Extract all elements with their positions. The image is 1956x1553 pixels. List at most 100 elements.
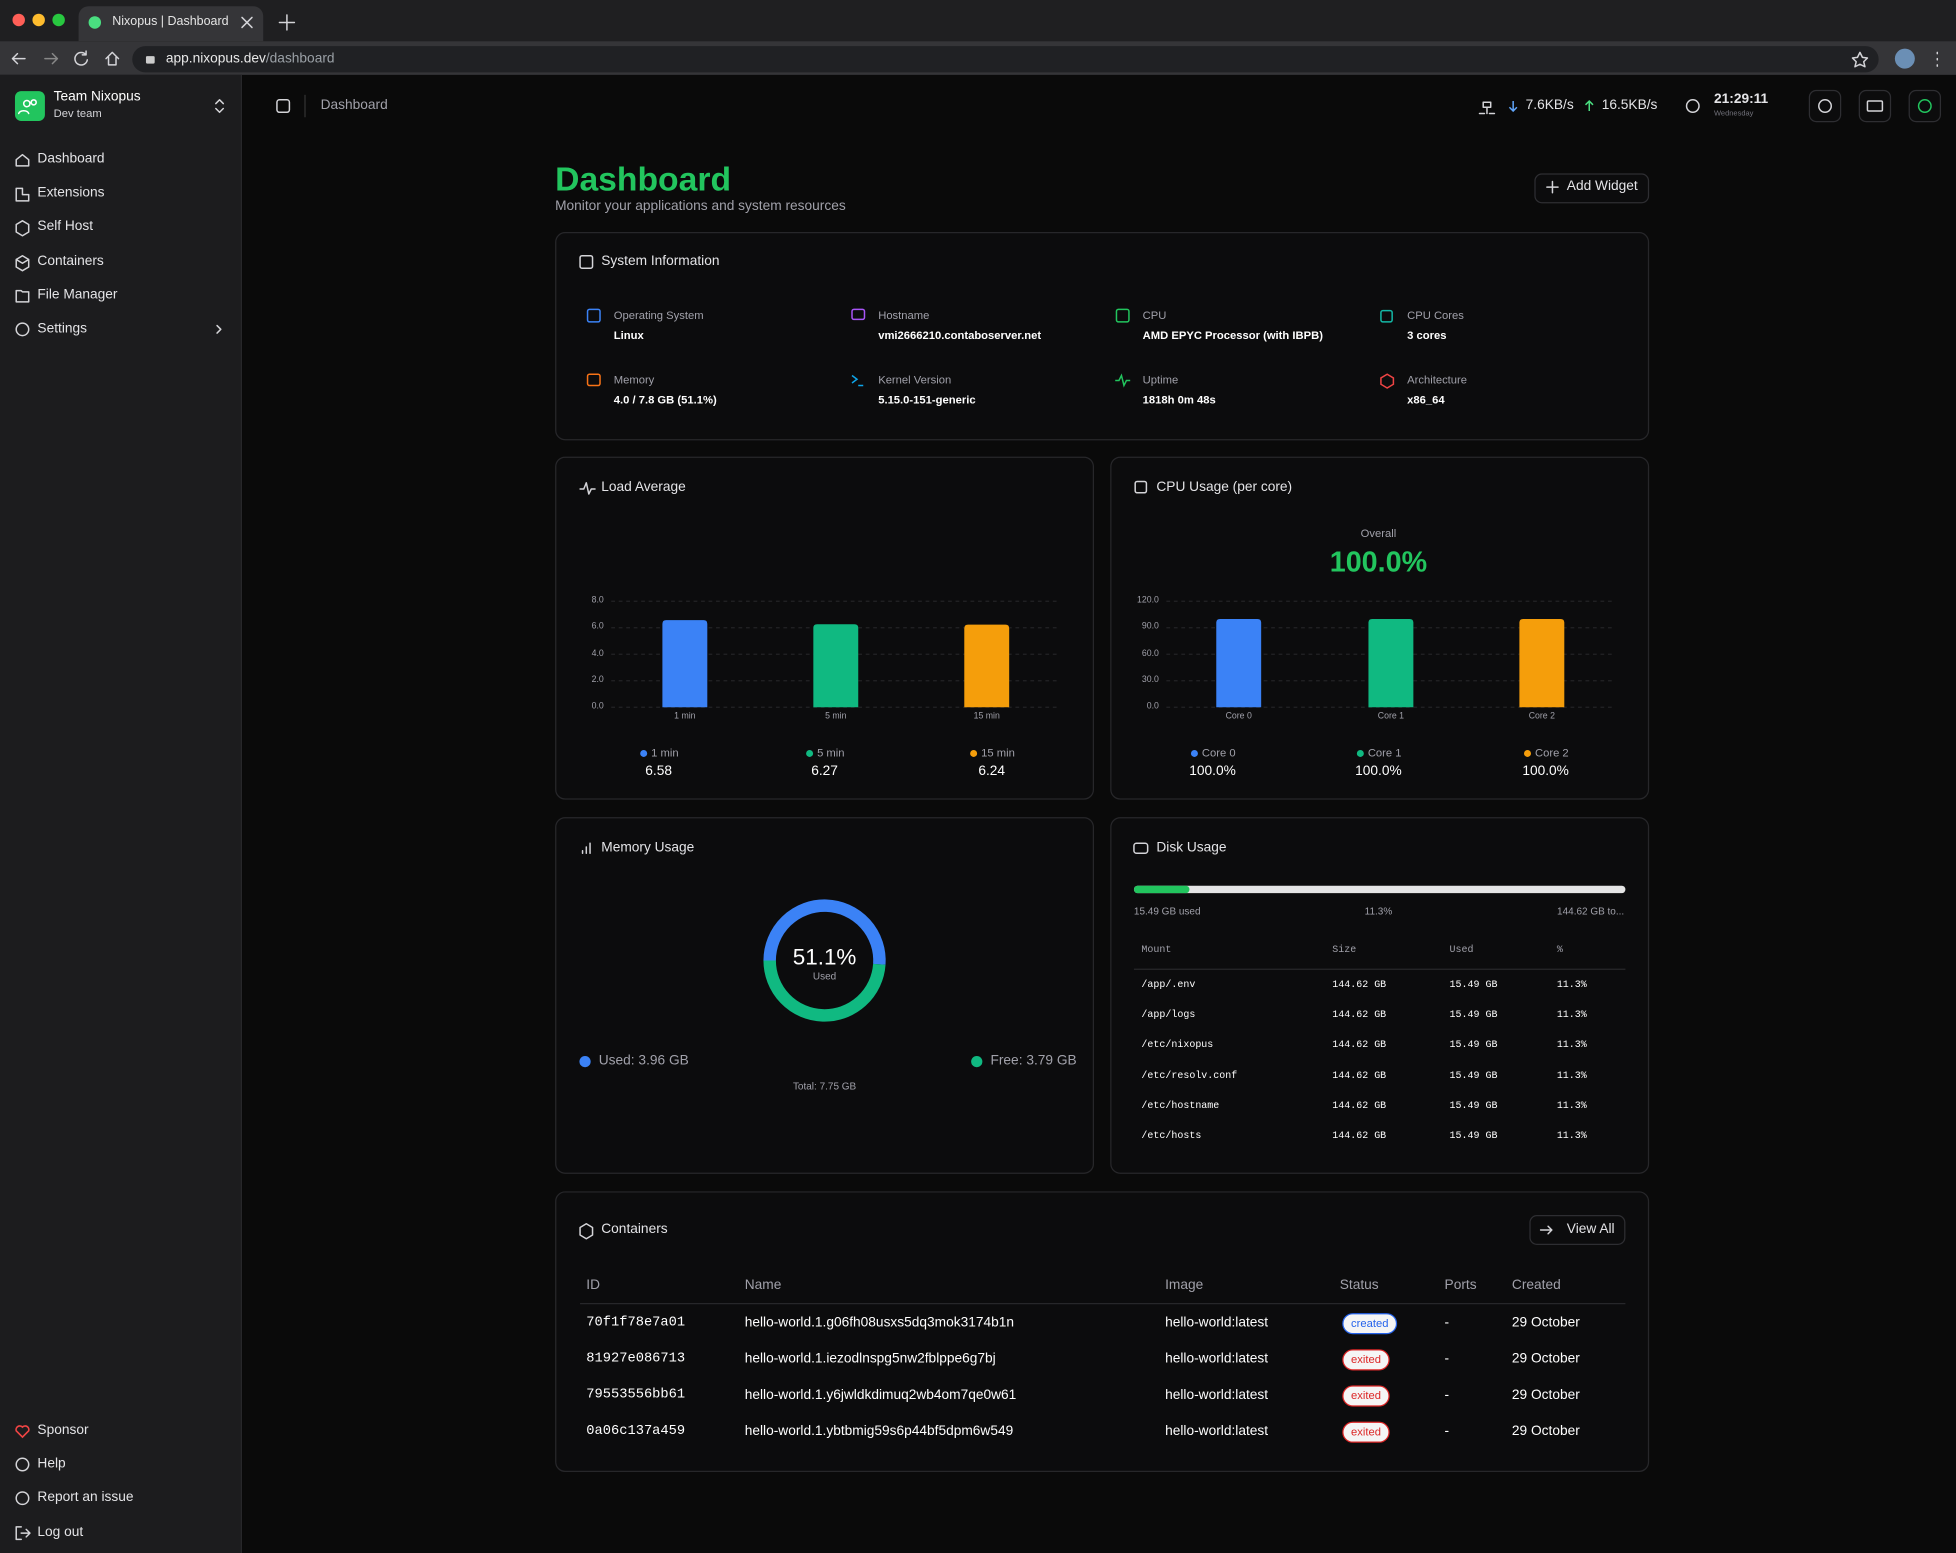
nav-item[interactable]: File Manager <box>37 287 118 303</box>
card-title: Load Average <box>601 479 686 495</box>
table-header: ID <box>586 1277 601 1293</box>
minimize-dot[interactable] <box>32 13 45 27</box>
table-cell: 81927e086713 <box>586 1351 686 1367</box>
info-label: Uptime <box>1142 373 1179 387</box>
nav-icon <box>15 220 30 237</box>
y-tick-label: 4.0 <box>591 649 604 658</box>
browser-tab[interactable] <box>78 6 264 42</box>
add-widget-button[interactable] <box>1534 173 1650 204</box>
info-value: AMD EPYC Processor (with IBPB) <box>1142 328 1323 342</box>
page-title: Dashboard <box>555 160 732 199</box>
zoom-dot[interactable] <box>52 13 65 27</box>
info-value: Linux <box>613 328 644 342</box>
table-cell: 15.49 GB <box>1449 1130 1498 1142</box>
card-icon <box>581 842 591 855</box>
card-title: CPU Usage (per core) <box>1156 479 1293 495</box>
back[interactable] <box>11 52 26 65</box>
table-cell: /etc/resolv.conf <box>1141 1070 1238 1082</box>
legend-dot <box>579 1055 591 1068</box>
reload[interactable] <box>74 50 89 66</box>
forward[interactable] <box>44 52 59 65</box>
table-cell: 11.3% <box>1556 1100 1587 1112</box>
info-icon <box>586 373 601 387</box>
team-icon <box>17 99 37 115</box>
card-title: Containers <box>601 1221 668 1237</box>
clock-day: Wednesday <box>1713 110 1754 118</box>
sidebar-toggle[interactable] <box>276 99 291 114</box>
team-avatar[interactable] <box>14 91 45 122</box>
table-cell: /etc/nixopus <box>1141 1039 1214 1052</box>
settings-chevron[interactable] <box>216 324 222 334</box>
table-cell: hello-world.1.g06fh08usxs5dq3mok3174b1n <box>744 1315 1015 1331</box>
table-cell: - <box>1444 1387 1450 1403</box>
nav-item[interactable]: Dashboard <box>37 151 105 167</box>
table-cell: 11.3% <box>1556 1009 1587 1021</box>
table-header: % <box>1556 944 1563 956</box>
table-header: Used <box>1449 944 1474 956</box>
url-host: app.nixopus.dev <box>165 51 266 67</box>
table-cell: /app/logs <box>1141 1009 1196 1021</box>
tab-close[interactable] <box>241 16 253 29</box>
info-icon <box>1115 373 1131 388</box>
theme-button[interactable] <box>1908 89 1942 123</box>
nav-item[interactable]: Containers <box>37 253 104 269</box>
table-cell: /etc/hostname <box>1141 1100 1220 1112</box>
legend-dot <box>1524 749 1531 757</box>
view-all-label[interactable]: View All <box>1566 1221 1615 1237</box>
footer-link[interactable]: Sponsor <box>37 1422 89 1438</box>
x-tick-label: 1 min <box>674 712 696 721</box>
progress-track <box>1133 885 1626 894</box>
x-tick-label: Core 1 <box>1377 712 1405 721</box>
nav-item[interactable]: Extensions <box>37 185 105 201</box>
table-cell: hello-world:latest <box>1165 1315 1269 1331</box>
card-icon <box>1134 480 1148 494</box>
table-cell: 15.49 GB <box>1449 1039 1498 1052</box>
nav-icon <box>15 254 30 272</box>
footer-link[interactable]: Log out <box>37 1524 84 1540</box>
overall-value: 100.0% <box>1329 545 1428 578</box>
footer-link[interactable]: Help <box>37 1456 66 1472</box>
url[interactable]: app.nixopus.dev/dashboard <box>166 51 335 66</box>
footer-link[interactable]: Report an issue <box>37 1489 134 1505</box>
info-icon <box>1115 308 1130 323</box>
legend-value: 100.0% <box>1355 763 1402 779</box>
donut-segment <box>763 899 886 965</box>
help-button[interactable] <box>1808 89 1842 123</box>
table-cell: 0a06c137a459 <box>586 1423 686 1439</box>
nav-item[interactable]: Self Host <box>37 218 94 234</box>
nav-item[interactable]: Settings <box>37 321 88 337</box>
table-cell: - <box>1444 1315 1450 1331</box>
overall-label: Overall <box>1360 527 1397 540</box>
address-bar[interactable] <box>132 46 1879 73</box>
info-label: Hostname <box>878 308 930 322</box>
profile[interactable] <box>1894 48 1915 69</box>
upload-rate: 16.5KB/s <box>1601 97 1658 113</box>
lock <box>145 56 155 64</box>
legend-value: 6.24 <box>978 763 1006 779</box>
table-header: Name <box>744 1277 782 1293</box>
add-widget-label[interactable]: Add Widget <box>1566 178 1638 194</box>
bar <box>1368 618 1414 708</box>
url-path: /dashboard <box>265 51 335 67</box>
sidebar <box>0 74 243 1553</box>
team-switch[interactable] <box>215 99 225 114</box>
table-header: Image <box>1165 1277 1204 1293</box>
info-value: 1818h 0m 48s <box>1142 393 1216 407</box>
home[interactable] <box>105 51 120 66</box>
card-title: Memory Usage <box>601 840 695 856</box>
status-badge: exited <box>1342 1421 1390 1443</box>
x-tick-label: Core 2 <box>1528 712 1555 721</box>
tab-title[interactable]: Nixopus | Dashboard <box>112 14 229 29</box>
sponsor-icon <box>15 1425 30 1439</box>
table-cell: 144.62 GB <box>1332 1039 1387 1052</box>
info-value: vmi2666210.contaboserver.net <box>878 328 1042 342</box>
card-icon <box>579 254 594 269</box>
bookmark[interactable] <box>1851 51 1869 68</box>
table-cell: 144.62 GB <box>1332 1130 1387 1142</box>
keyboard-button[interactable] <box>1858 89 1892 123</box>
close-dot[interactable] <box>12 13 25 27</box>
info-value: 3 cores <box>1407 328 1447 342</box>
card-title: System Information <box>601 253 720 269</box>
new-tab[interactable] <box>278 14 296 31</box>
